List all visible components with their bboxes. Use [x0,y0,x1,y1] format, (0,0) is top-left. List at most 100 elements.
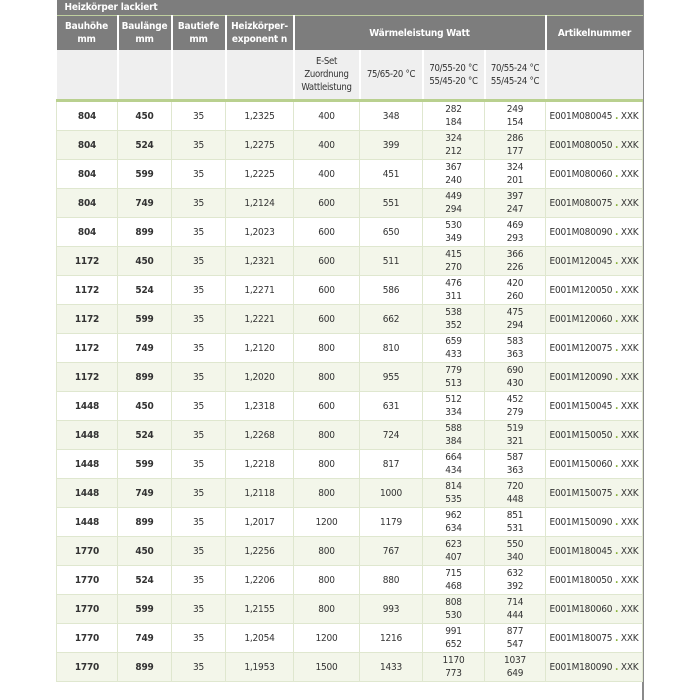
table-row: 1448 524 35 1,2268 800 724 588 384 519 321 E001M15… [56,420,644,450]
cell-baulaenge: 599 [117,159,172,189]
cell-artikelnummer: E001M120075 . XXK [544,333,644,363]
cell-70-55-24: 420 260 [484,275,546,305]
table-row: 1172 450 35 1,2321 600 511 415 270 366 226 E001M12… [56,246,644,276]
subheader-70-55-24: 70/55-24 °C 55/45-24 °C [484,50,547,102]
cell-artikelnummer: E001M150090 . XXK [544,507,644,537]
cell-artikelnummer: E001M150075 . XXK [544,478,644,508]
cell-baulaenge: 450 [117,536,172,566]
cell-artikelnummer: E001M180075 . XXK [544,623,644,653]
cell-75-65: 1433 [359,652,423,682]
header-artikelnummer: Artikelnummer [545,15,643,50]
cell-75-65: 724 [359,420,423,450]
table-row: 1448 599 35 1,2218 800 817 664 434 587 363 E001M15… [56,449,644,479]
header-waermeleistung: Wärmeleistung Watt [293,15,547,50]
cell-bautiefe: 35 [171,594,226,624]
right-border [642,0,644,700]
cell-bauhoehe: 804 [56,217,118,247]
cell-exponent: 1,2221 [225,304,294,334]
cell-75-65: 817 [359,449,423,479]
table-body: 804 450 35 1,2325 400 348 282 184 249 154 E001M080… [56,100,644,682]
cell-bautiefe: 35 [171,275,226,305]
table-row: 1172 749 35 1,2120 800 810 659 433 583 363 E001M12… [56,333,644,363]
cell-exponent: 1,2124 [225,188,294,218]
cell-eset: 400 [293,159,360,189]
cell-75-65: 662 [359,304,423,334]
cell-bautiefe: 35 [171,159,226,189]
cell-artikelnummer: E001M080075 . XXK [544,188,644,218]
cell-75-65: 810 [359,333,423,363]
cell-bauhoehe: 1770 [56,623,118,653]
cell-70-55-20: 449 294 [422,188,485,218]
subheader-eset: E-Set Zuordnung Wattleistung [293,50,361,102]
cell-75-65: 1000 [359,478,423,508]
cell-75-65: 551 [359,188,423,218]
cell-eset: 400 [293,100,360,131]
cell-70-55-24: 452 279 [484,391,546,421]
cell-bauhoehe: 1770 [56,652,118,682]
cell-70-55-20: 659 433 [422,333,485,363]
cell-baulaenge: 599 [117,449,172,479]
cell-75-65: 631 [359,391,423,421]
cell-exponent: 1,1953 [225,652,294,682]
cell-70-55-24: 632 392 [484,565,546,595]
cell-artikelnummer: E001M120090 . XXK [544,362,644,392]
table-row: 1770 749 35 1,2054 1200 1216 991 652 877 547 E001M… [56,623,644,653]
cell-eset: 600 [293,304,360,334]
table-row: 1448 899 35 1,2017 1200 1179 962 634 851 531 E001M… [56,507,644,537]
radiator-table: Heizkörper lackiert Bauhöhe mm Baulänge mm… [56,0,644,682]
cell-eset: 800 [293,565,360,595]
cell-baulaenge: 749 [117,478,172,508]
cell-artikelnummer: E001M180060 . XXK [544,594,644,624]
cell-exponent: 1,2225 [225,159,294,189]
cell-artikelnummer: E001M150050 . XXK [544,420,644,450]
cell-eset: 800 [293,333,360,363]
cell-bautiefe: 35 [171,188,226,218]
cell-bautiefe: 35 [171,362,226,392]
cell-baulaenge: 749 [117,623,172,653]
subheader-row: E-Set Zuordnung Wattleistung 75/65-20 °C 7… [56,50,643,102]
cell-bauhoehe: 1172 [56,304,118,334]
cell-eset: 800 [293,420,360,450]
table-row: 1172 599 35 1,2221 600 662 538 352 475 294 E001M12… [56,304,644,334]
cell-eset: 800 [293,362,360,392]
cell-70-55-20: 476 311 [422,275,485,305]
cell-70-55-20: 367 240 [422,159,485,189]
cell-70-55-24: 587 363 [484,449,546,479]
cell-artikelnummer: E001M080045 . XXK [544,100,644,131]
cell-75-65: 767 [359,536,423,566]
cell-bauhoehe: 1448 [56,420,118,450]
cell-75-65: 399 [359,130,423,160]
cell-bauhoehe: 1448 [56,507,118,537]
cell-baulaenge: 450 [117,391,172,421]
cell-70-55-20: 991 652 [422,623,485,653]
cell-baulaenge: 524 [117,420,172,450]
cell-exponent: 1,2325 [225,100,294,131]
cell-70-55-24: 249 154 [484,100,546,131]
cell-70-55-24: 519 321 [484,420,546,450]
cell-bauhoehe: 1448 [56,391,118,421]
cell-exponent: 1,2268 [225,420,294,450]
cell-70-55-20: 664 434 [422,449,485,479]
cell-exponent: 1,2020 [225,362,294,392]
cell-exponent: 1,2256 [225,536,294,566]
cell-75-65: 1179 [359,507,423,537]
cell-bautiefe: 35 [171,333,226,363]
cell-70-55-24: 877 547 [484,623,546,653]
cell-artikelnummer: E001M120050 . XXK [544,275,644,305]
cell-70-55-20: 1170 773 [422,652,485,682]
table-row: 804 450 35 1,2325 400 348 282 184 249 154 E001M080… [56,100,644,131]
cell-70-55-20: 538 352 [422,304,485,334]
cell-70-55-24: 550 340 [484,536,546,566]
cell-bautiefe: 35 [171,623,226,653]
cell-eset: 400 [293,130,360,160]
cell-artikelnummer: E001M120060 . XXK [544,304,644,334]
cell-artikelnummer: E001M180045 . XXK [544,536,644,566]
cell-70-55-20: 715 468 [422,565,485,595]
cell-bautiefe: 35 [171,478,226,508]
table-row: 804 899 35 1,2023 600 650 530 349 469 293 E001M080… [56,217,644,247]
header-exponent: Heizkörper-exponent n [225,15,295,50]
cell-bautiefe: 35 [171,217,226,247]
header-bautiefe: Bautiefe mm [171,15,227,50]
cell-bauhoehe: 804 [56,188,118,218]
cell-75-65: 511 [359,246,423,276]
